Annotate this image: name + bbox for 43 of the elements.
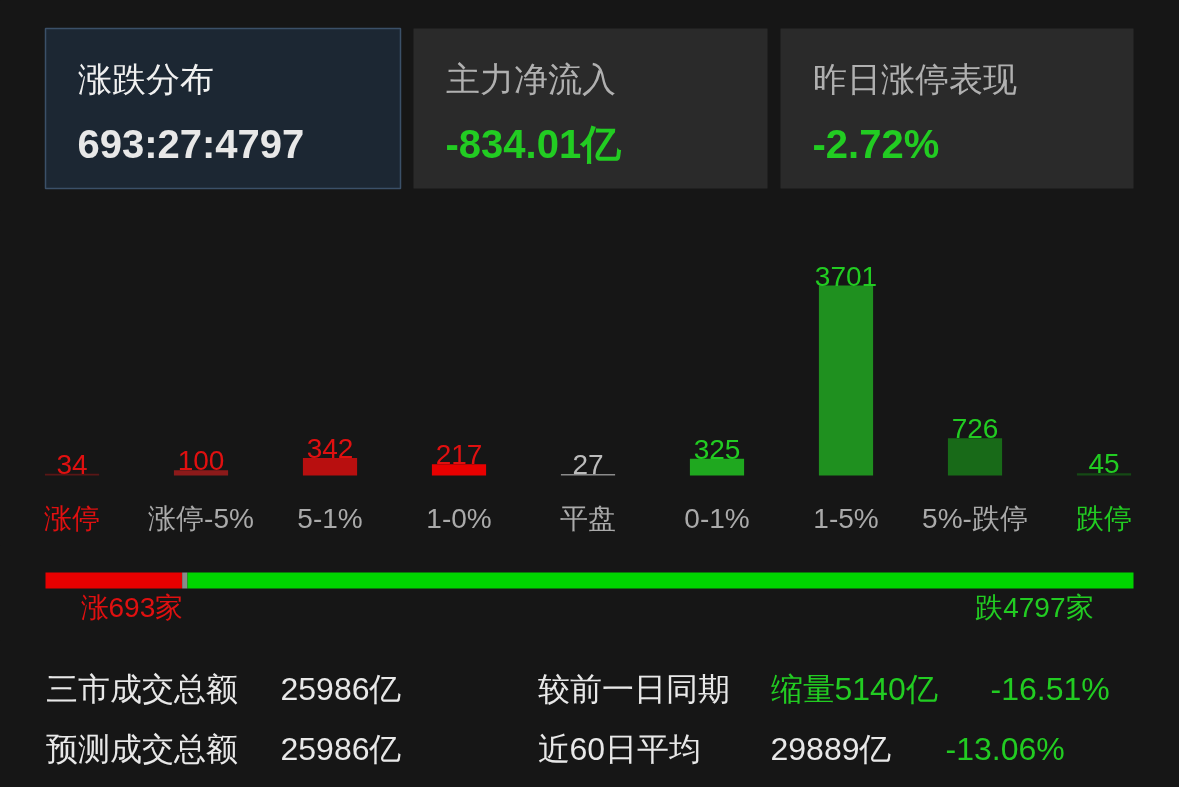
bar xyxy=(947,438,1003,476)
data-label: 跌4797家 xyxy=(975,591,1094,623)
text: 主力净流入 xyxy=(445,59,616,98)
data-label: 涨693家 xyxy=(80,591,184,623)
data-label: 45 xyxy=(1088,448,1120,480)
bar xyxy=(302,457,358,476)
text: 缩量5140亿 xyxy=(770,670,938,707)
bar xyxy=(1076,473,1132,476)
text: 25986亿 xyxy=(280,670,402,707)
data-label: 342 xyxy=(306,432,354,464)
text: -2.72% xyxy=(812,121,940,166)
x-tick-label: 5-1% xyxy=(297,503,363,534)
x-tick-label: 1-5% xyxy=(813,503,879,534)
data-label: 3701 xyxy=(814,260,878,292)
text: 预测成交总额 xyxy=(45,730,238,767)
x-tick-label: 跌停 xyxy=(1076,503,1132,534)
x-tick-label: 涨停 xyxy=(44,503,100,534)
text: -16.51% xyxy=(990,670,1110,707)
data-label: 217 xyxy=(435,439,483,471)
bar xyxy=(173,470,229,476)
text: 昨日涨停表现 xyxy=(812,59,1017,98)
text: -834.01亿 xyxy=(445,121,623,166)
text: 涨跌分布 xyxy=(77,59,214,98)
text: 较前一日同期 xyxy=(537,670,730,707)
text: 25986亿 xyxy=(280,730,402,767)
text: 693:27:4797 xyxy=(77,121,305,166)
bar xyxy=(431,464,487,476)
x-tick-label: 涨停-5% xyxy=(148,503,254,534)
x-tick-label: 0-1% xyxy=(684,503,750,534)
data-label: 726 xyxy=(951,413,999,445)
bar xyxy=(689,458,745,476)
x-tick-label: 1-0% xyxy=(426,503,492,534)
text: 近60日平均 xyxy=(537,730,702,767)
x-tick-label: 平盘 xyxy=(560,503,616,534)
text: 29889亿 xyxy=(770,730,892,767)
x-tick-label: 5%-跌停 xyxy=(922,503,1028,534)
bar xyxy=(818,285,874,476)
data-label: 100 xyxy=(177,445,225,477)
data-label: 34 xyxy=(56,448,88,480)
data-label: 27 xyxy=(572,449,604,481)
text: 三市成交总额 xyxy=(45,670,238,707)
text: -13.06% xyxy=(945,730,1065,767)
data-label: 325 xyxy=(693,433,741,465)
